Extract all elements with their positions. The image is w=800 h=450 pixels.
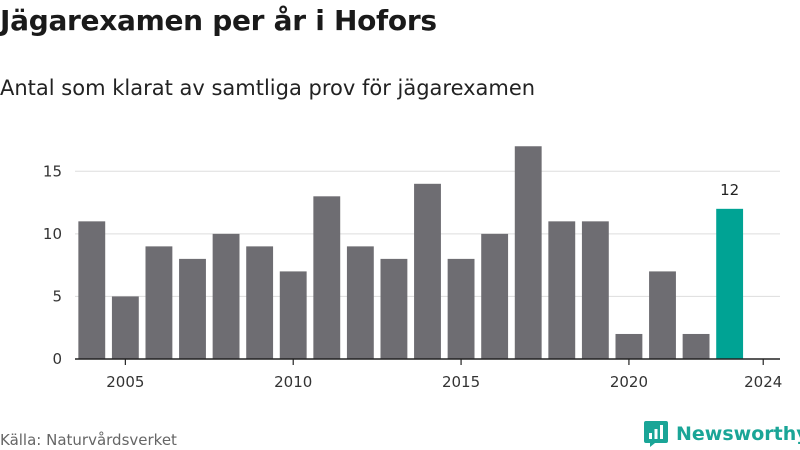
y-tick-label: 10 (43, 225, 62, 243)
bar (212, 233, 240, 359)
x-tick-label: 2020 (610, 373, 648, 391)
bar (313, 196, 341, 359)
bar (414, 183, 441, 359)
bar (179, 258, 206, 359)
newsworthy-logo-icon (644, 421, 668, 447)
bar (346, 246, 374, 359)
bar (581, 221, 609, 359)
bar (246, 246, 274, 359)
y-tick-label: 5 (52, 287, 62, 305)
source-note: Källa: Naturvårdsverket (0, 431, 177, 449)
y-tick-label: 0 (52, 350, 62, 368)
bar (548, 221, 576, 359)
x-tick-label: 2010 (274, 373, 312, 391)
bar (447, 258, 475, 359)
brand-name: Newsworthy (676, 423, 800, 445)
bar (716, 208, 744, 359)
y-tick-label: 15 (43, 162, 62, 180)
bar (78, 221, 106, 359)
bar (649, 271, 676, 359)
bar (481, 233, 509, 359)
x-tick-label: 2024 (744, 373, 782, 391)
brand-logo-block[interactable]: Newsworthy (643, 420, 800, 448)
bar (380, 258, 408, 359)
bar (615, 333, 643, 359)
chart-subtitle: Antal som klarat av samtliga prov för jä… (0, 76, 536, 100)
bar (682, 333, 710, 359)
chart-title: Jägarexamen per år i Hofors (0, 4, 437, 37)
data-label: 12 (720, 181, 739, 199)
bar (111, 296, 139, 359)
bar (145, 246, 173, 359)
x-tick-label: 2015 (442, 373, 480, 391)
x-tick-label: 2005 (106, 373, 144, 391)
bar (279, 271, 307, 359)
bar (514, 146, 542, 359)
